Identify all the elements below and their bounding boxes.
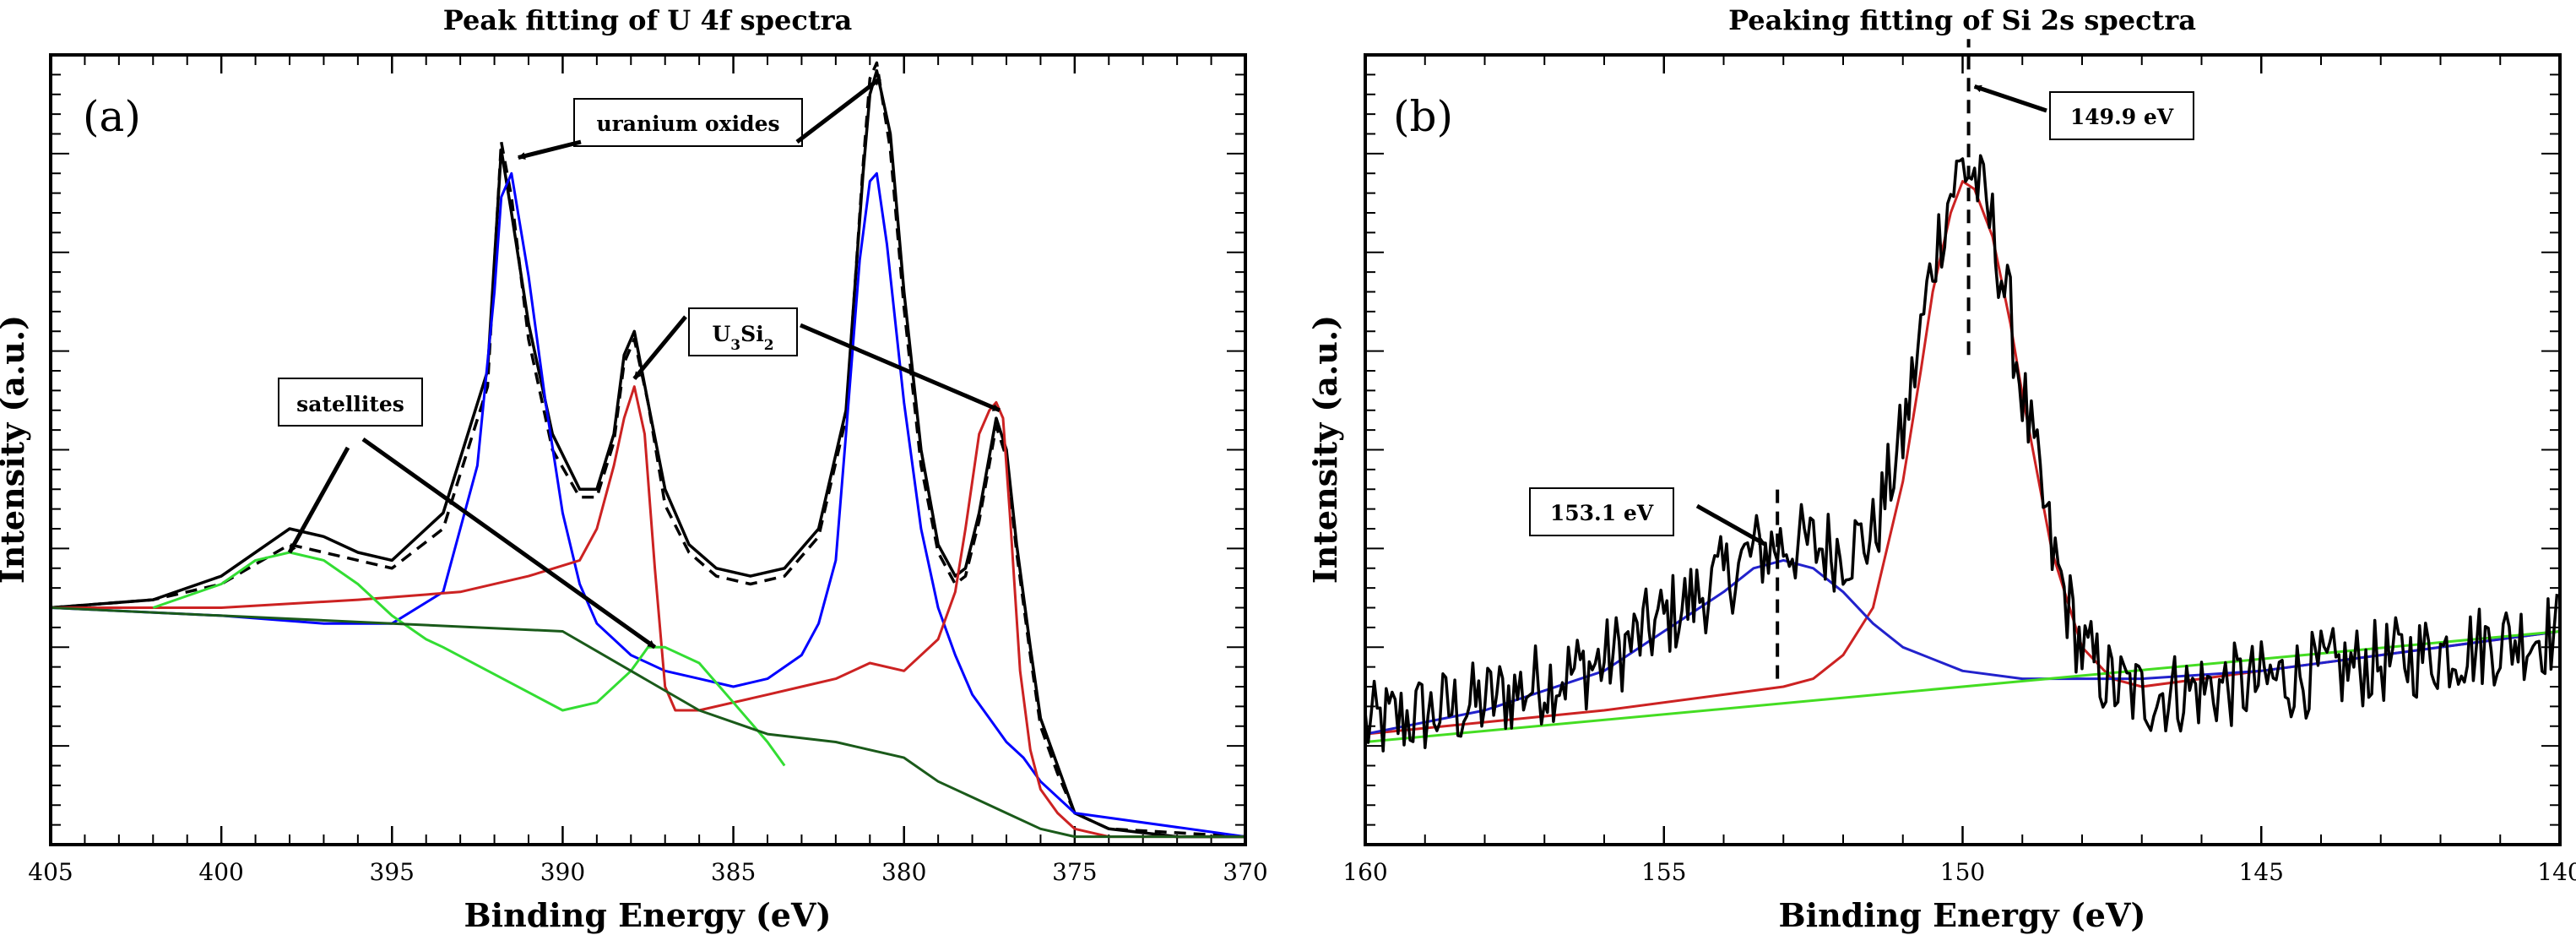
annotation-arrow: [800, 323, 1001, 413]
annotation-u3si2: U3Si2: [712, 322, 773, 354]
y-axis-ticks: [51, 73, 1245, 826]
series-background: [1365, 630, 2560, 743]
series-measured: [1365, 154, 2559, 753]
series-group: [1365, 154, 2560, 753]
x-tick-label: 145: [2239, 858, 2284, 886]
series-si-2s-fit: [1365, 180, 2560, 736]
series-envelope-fit: [51, 61, 1245, 839]
x-axis-ticks: [49, 55, 1247, 845]
x-tick-label: 405: [28, 858, 73, 886]
x-tick-label: 385: [711, 858, 756, 886]
x-axis-tick-labels: 160 155 150 145 140: [1342, 858, 2576, 886]
panel-label: (b): [1393, 92, 1453, 141]
annotation-arrow: [1695, 503, 1767, 546]
peak-markers: [1776, 39, 1971, 679]
x-axis-tick-labels: 405 400 395 390 385 380 375 370: [28, 858, 1267, 886]
x-tick-label: 400: [198, 858, 243, 886]
annotation-box-u3si2: [688, 307, 798, 356]
plot-frame: [1364, 53, 2562, 846]
x-axis-label: Binding Energy (eV): [1779, 896, 2146, 934]
y-axis-label: Intensity (a.u.): [0, 315, 31, 584]
series-uranium-oxides-fit: [51, 171, 1245, 839]
x-tick-label: 140: [2537, 858, 2576, 886]
series-background: [51, 606, 1245, 839]
annotation-box-153-1: [1529, 487, 1674, 536]
annotation-box-uranium-oxides: [573, 98, 803, 147]
annotation-arrow: [361, 437, 657, 650]
chart-title: Peaking fitting of Si 2s spectra: [1728, 4, 2196, 36]
chart-panel-a: Peak fitting of U 4f spectra Intensity (…: [0, 4, 1268, 934]
y-axis-label: Intensity (a.u.): [1306, 315, 1344, 584]
annotation-arrow: [517, 139, 582, 160]
annotation-149-9-ev: 149.9 eV: [2070, 105, 2174, 129]
panel-label: (a): [83, 92, 141, 141]
x-tick-label: 160: [1342, 858, 1387, 886]
series-measured: [51, 68, 1245, 839]
x-tick-label: 395: [370, 858, 415, 886]
annotations: uranium oxides U3Si2 satellites: [278, 77, 1001, 650]
x-tick-label: 370: [1223, 858, 1267, 886]
annotation-153-1-ev: 153.1 eV: [1550, 501, 1654, 525]
annotation-arrow: [1973, 84, 2047, 113]
x-tick-label: 390: [540, 858, 585, 886]
annotations: 149.9 eV 153.1 eV: [1529, 84, 2194, 546]
annotation-arrow: [632, 315, 687, 380]
annotation-box-149-9: [2049, 91, 2194, 140]
annotation-satellites: satellites: [296, 392, 404, 416]
annotation-arrow: [287, 446, 350, 554]
x-tick-label: 380: [881, 858, 926, 886]
annotation-uranium-oxides: uranium oxides: [596, 111, 779, 136]
x-tick-label: 150: [1940, 858, 1985, 886]
series-satellites-fit: [152, 551, 786, 767]
chart-title: Peak fitting of U 4f spectra: [443, 4, 852, 36]
x-tick-label: 375: [1052, 858, 1097, 886]
plot-frame: [49, 53, 1247, 846]
x-axis-label: Binding Energy (eV): [464, 896, 832, 934]
x-tick-label: 155: [1641, 858, 1686, 886]
chart-panel-b: Peaking fitting of Si 2s spectra Intensi…: [1306, 4, 2576, 934]
series-u3si2-fit: [51, 385, 1245, 839]
annotation-box-satellites: [278, 378, 423, 427]
annotation-arrow: [795, 77, 881, 144]
series-group: [51, 61, 1245, 839]
